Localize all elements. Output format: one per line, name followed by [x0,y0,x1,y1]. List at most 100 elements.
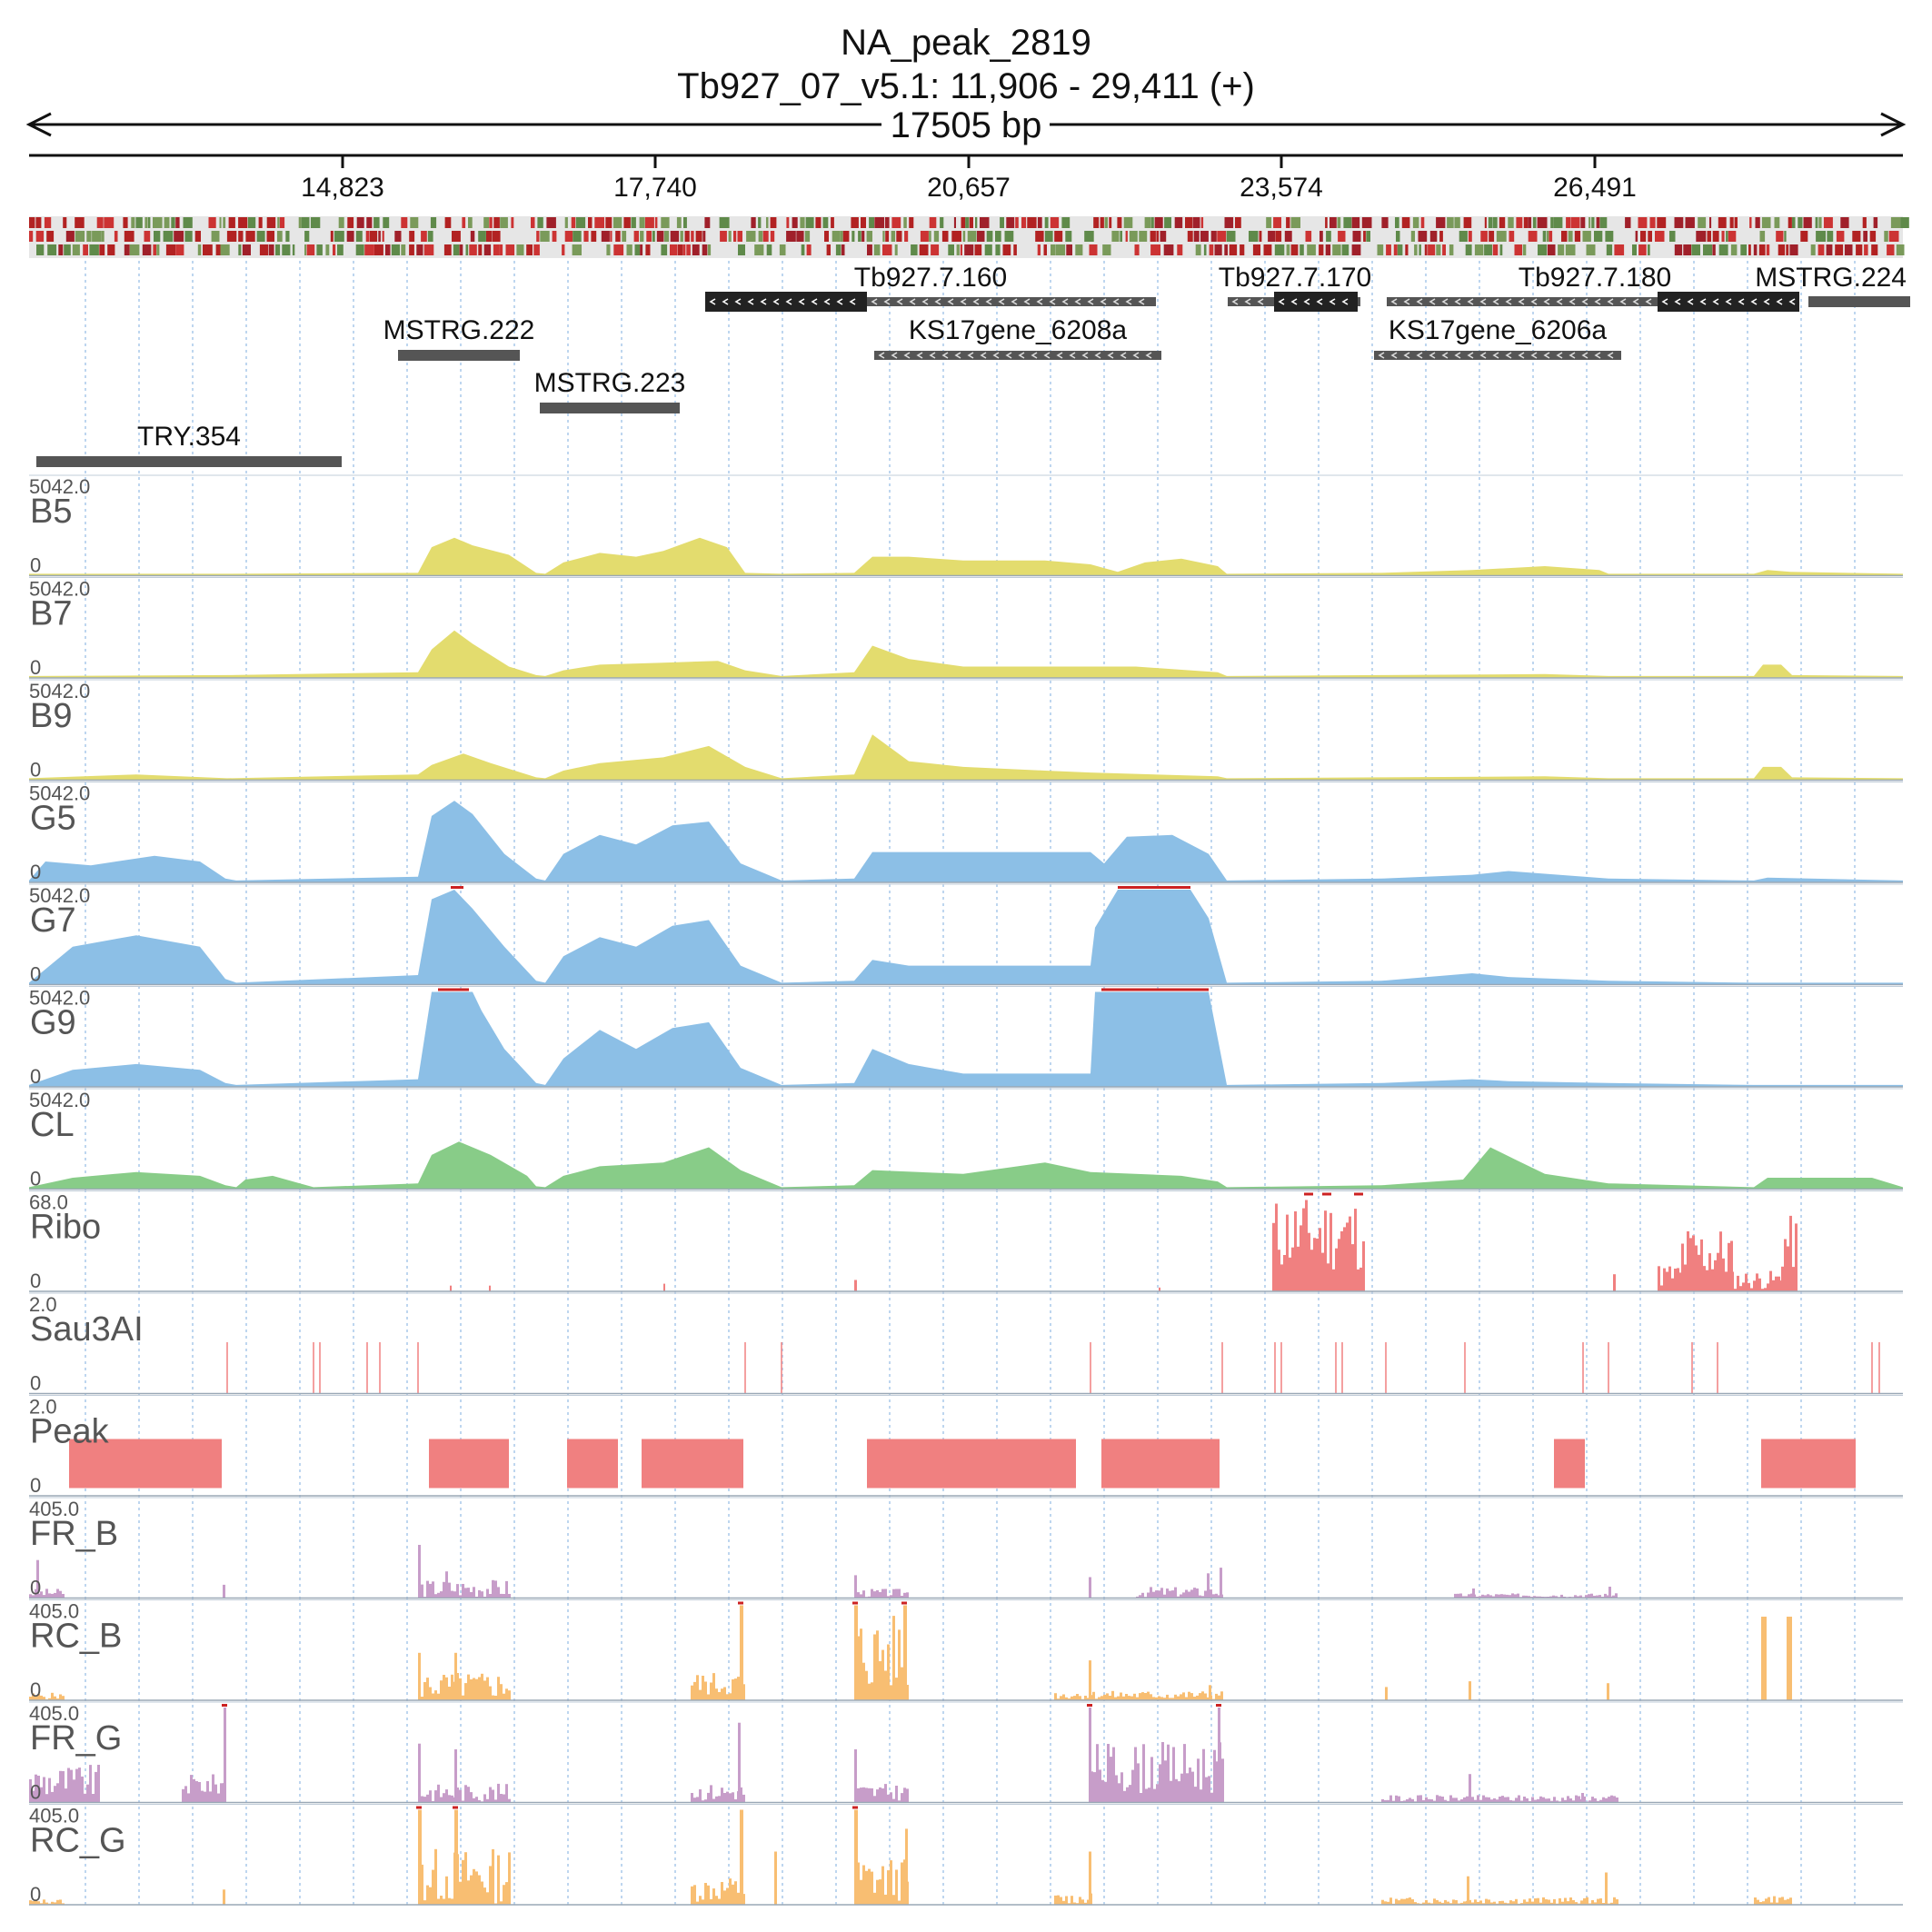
track-FR_G[interactable]: 405.0FR_G0 [29,1701,1903,1804]
gene-Tb927.7.180[interactable]: Tb927.7.180 [1387,263,1799,312]
strand-arrow [1454,352,1461,359]
signal-bar [1583,1796,1586,1803]
sequence-stripe [1594,231,1603,242]
signal-bar [1071,1696,1073,1700]
sequence-stripe [219,217,222,228]
signal-bar [1594,1798,1597,1803]
signal-bar [1588,1800,1591,1803]
signal-bar [432,1581,434,1598]
gene-TRY.354[interactable]: TRY.354 [36,422,342,467]
signal-bar [481,1881,483,1905]
signal-bar [1472,1588,1475,1598]
signal-bar [473,1798,475,1803]
signal-bar [459,1678,462,1700]
signal-bar [423,1797,426,1803]
signal-bar [1169,1698,1171,1700]
gene-KS17gene_6206a[interactable]: KS17gene_6206a [1374,315,1621,360]
signal-bar [1159,1764,1161,1803]
signal-bar [1115,1775,1118,1803]
sequence-stripe [831,217,834,228]
signal-bar [459,1595,462,1598]
signal-bar [1133,1693,1136,1700]
signal-bar [1493,1901,1496,1905]
sequence-stripe [1203,244,1207,255]
signal-bar [1398,1900,1400,1905]
sequence-stripe [575,217,586,228]
signal-bar [1695,1245,1698,1291]
sequence-stripe [1249,231,1259,242]
sequence-stripe [1044,217,1049,228]
gene-MSTRG.224[interactable]: MSTRG.224 [1755,263,1910,307]
sequence-stripe [194,231,201,242]
signal-bar [37,1901,40,1905]
signal-bar [454,1749,457,1803]
signal-bar [729,1693,732,1700]
strand-arrow [1632,298,1639,305]
sequence-stripe [452,231,461,242]
sequence-stripe [1712,244,1716,255]
signal-bar [865,1670,868,1700]
gene-MSTRG.222[interactable]: MSTRG.222 [383,315,535,361]
signal-bar [1698,1254,1700,1291]
gene-Tb927.7.170[interactable]: Tb927.7.170 [1219,263,1371,312]
sequence-stripe [639,217,645,228]
sequence-stripe [1089,244,1098,255]
sequence-stripe [1054,231,1063,242]
track-RC_G[interactable]: 405.0RC_G0 [29,1804,1903,1907]
sequence-stripe [325,244,330,255]
sequence-stripe [1669,231,1676,242]
signal-bar [1159,1287,1160,1291]
signal-bar [1772,1280,1775,1291]
signal-bar [1748,1282,1750,1291]
sequence-stripe [304,244,307,255]
sequence-stripe [29,231,34,242]
strand-arrow [1594,298,1601,305]
signal-bar [190,1775,193,1803]
signal-bar [95,1771,97,1803]
sequence-stripe [1815,217,1818,228]
signal-bar [704,1681,707,1700]
signal-bar [1539,1796,1542,1803]
sequence-stripe [869,217,874,228]
signal-bar [429,1583,432,1598]
signal-bar [1552,1595,1555,1598]
signal-bar [1555,1596,1558,1598]
sequence-stripe [1703,244,1713,255]
signal-bar [873,1591,876,1598]
signal-bar [879,1591,881,1598]
gene-KS17gene_6208a[interactable]: KS17gene_6208a [874,315,1161,360]
signal-bar [1553,1797,1556,1803]
signal-bar [1186,1773,1189,1803]
sequence-stripe [1307,244,1316,255]
signal-bar [1428,1798,1430,1803]
signal-bar [497,1783,500,1803]
sequence-stripe [409,231,415,242]
track-RC_B[interactable]: 405.0RC_B0 [29,1599,1903,1702]
signal-bar [497,1855,500,1905]
signal-bar [879,1879,881,1905]
signal-bar [212,1774,214,1803]
signal-bar [1539,1902,1542,1905]
track-FR_B[interactable]: 405.0FR_B0 [29,1497,1903,1599]
signal-bar [871,1788,873,1803]
signal-bar [1518,1795,1520,1803]
gene-Tb927.7.160[interactable]: Tb927.7.160 [705,263,1156,312]
sequence-stripe [486,231,493,242]
gene-MSTRG.223[interactable]: MSTRG.223 [534,368,686,413]
strand-arrow [954,352,961,359]
sequence-stripe [242,244,251,255]
signal-bar [702,1800,704,1803]
sequence-stripe [1638,217,1648,228]
strand-arrow [1556,298,1563,305]
signal-bar [871,1871,873,1905]
